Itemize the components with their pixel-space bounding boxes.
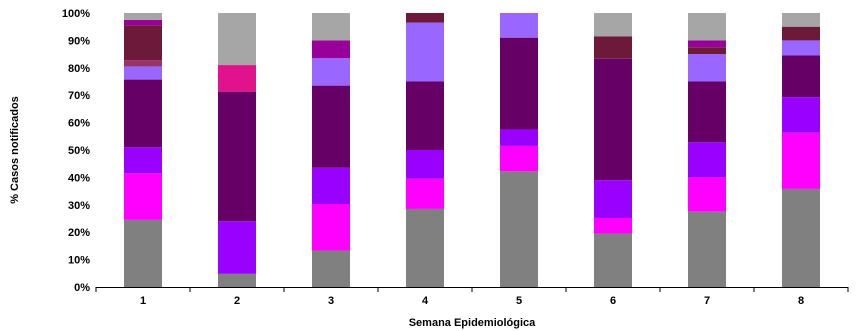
bar-segment — [688, 40, 726, 48]
y-tick-label: 50% — [68, 145, 90, 157]
bar-segment — [688, 211, 726, 287]
bar-segment — [124, 79, 162, 148]
bar-segment — [500, 13, 538, 38]
bar-segment — [594, 233, 632, 287]
bar-segment — [594, 180, 632, 218]
x-tick-label: 2 — [234, 295, 240, 307]
bar-segment — [124, 19, 162, 26]
bar-segment — [688, 142, 726, 178]
bar-segment — [782, 55, 820, 98]
bar-segment — [124, 66, 162, 80]
bar-segment — [406, 150, 444, 179]
bar-segment — [500, 171, 538, 287]
bar-segment — [500, 129, 538, 146]
y-tick-label: 60% — [68, 118, 90, 130]
x-tick-label: 8 — [798, 295, 804, 307]
bar-segment — [782, 188, 820, 287]
bar-segment — [500, 145, 538, 172]
bar-segment — [218, 13, 256, 66]
bar-segment — [406, 22, 444, 82]
x-tick-label: 1 — [140, 295, 146, 307]
y-tick-label: 20% — [68, 227, 90, 239]
bar-segment — [312, 13, 350, 41]
bar-segment — [782, 132, 820, 189]
bar-segment — [124, 60, 162, 67]
y-tick-label: 10% — [68, 255, 90, 267]
x-tick-label: 6 — [610, 295, 616, 307]
bar-segment — [406, 178, 444, 209]
y-tick-label: 90% — [68, 35, 90, 47]
x-axis-title: Semana Epidemiológica — [409, 317, 536, 329]
y-tick-label: 30% — [68, 200, 90, 212]
x-tick-label: 4 — [422, 295, 429, 307]
bar-segment — [688, 81, 726, 143]
bar-segment — [688, 54, 726, 82]
bar-segment — [218, 91, 256, 222]
bar-segment — [312, 40, 350, 59]
bar-segment — [782, 13, 820, 27]
bar-segment — [312, 203, 350, 251]
bar-segment — [406, 208, 444, 287]
x-tick-label: 5 — [516, 295, 522, 307]
bar-segment — [688, 177, 726, 212]
x-axis-ticks: 1 2 3 4 5 6 7 8 — [95, 287, 849, 307]
bar-segment — [312, 167, 350, 204]
bar-segment — [500, 37, 538, 130]
bar-segment — [124, 219, 162, 287]
y-tick-label: 100% — [62, 8, 90, 20]
bar-segment — [688, 47, 726, 55]
bar-segment — [782, 97, 820, 133]
bar-segment — [594, 36, 632, 59]
bar-segment — [218, 65, 256, 92]
bar-segment — [782, 40, 820, 56]
bar-segment — [124, 25, 162, 61]
bar-segment — [594, 217, 632, 234]
x-tick-label: 7 — [704, 295, 710, 307]
bar-segment — [406, 13, 444, 23]
y-tick-label: 80% — [68, 63, 90, 75]
bar-segment — [312, 58, 350, 86]
y-axis-title: % Casos notificados — [9, 96, 21, 204]
bar-segment — [312, 250, 350, 287]
bar-segment — [406, 81, 444, 150]
bar-segment — [218, 221, 256, 274]
bar-segment — [688, 13, 726, 41]
bar-segment — [594, 13, 632, 37]
bars-group — [124, 13, 820, 287]
bar-segment — [124, 173, 162, 220]
y-tick-label: 0% — [74, 282, 90, 294]
bar-segment — [594, 58, 632, 181]
bar-segment — [782, 26, 820, 41]
bar-segment — [124, 147, 162, 174]
y-axis-ticks: 0% 10% 20% 30% 40% 50% 60% 70% 80% 90% 100% — [62, 8, 90, 294]
bar-segment — [124, 13, 162, 20]
bar-segment — [312, 85, 350, 168]
y-tick-label: 40% — [68, 172, 90, 184]
x-tick-label: 3 — [328, 295, 334, 307]
y-tick-label: 70% — [68, 90, 90, 102]
bar-segment — [218, 273, 256, 287]
